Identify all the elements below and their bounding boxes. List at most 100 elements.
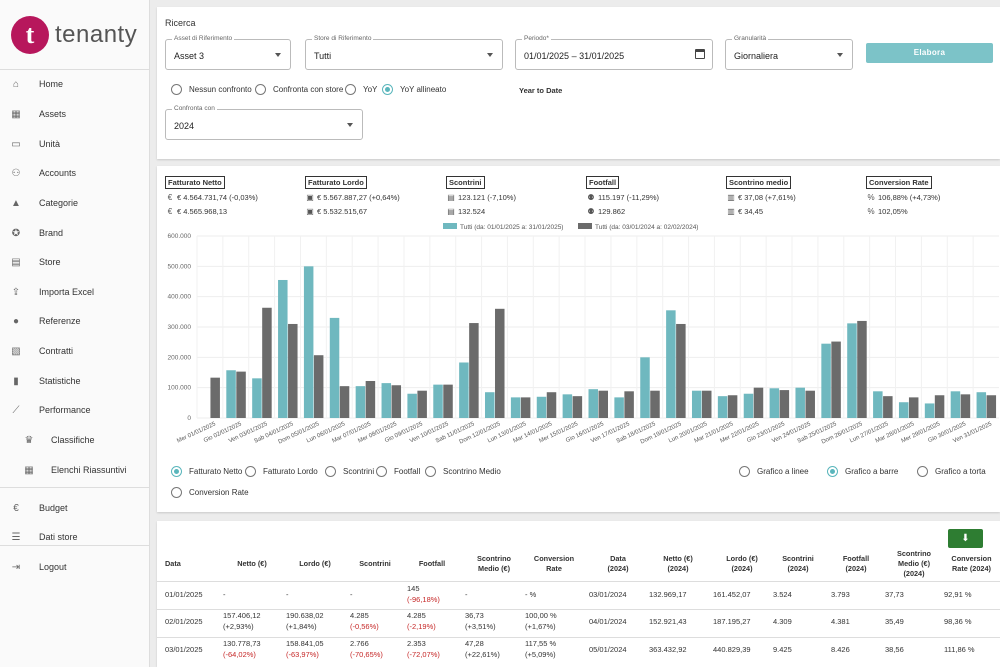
logo-text: tenanty <box>55 21 138 48</box>
building-icon: ▦ <box>11 108 21 120</box>
ytd-label: Year to Date <box>519 86 563 95</box>
download-button[interactable]: ⬇ <box>948 529 983 548</box>
bar-previous <box>650 390 660 418</box>
percent-icon: % <box>867 207 875 216</box>
bar-previous <box>572 396 583 418</box>
percent-icon: % <box>867 193 875 202</box>
bar-chart-icon: ▮ <box>13 375 19 387</box>
accounts-icon: ⚇ <box>11 167 21 179</box>
sidebar-item-categorie[interactable]: ▲ Categorie <box>0 192 150 214</box>
sidebar-item-budget[interactable]: € Budget <box>0 497 150 519</box>
chevron-down-icon <box>275 53 281 57</box>
sidebar-item-store[interactable]: ▤ Store <box>0 251 150 273</box>
metric-option-scontrino-medio[interactable]: Scontrino Medio <box>425 466 501 477</box>
cell-delta: (-70,65%) <box>350 650 383 659</box>
chart-type-option-grafico-a-barre[interactable]: Grafico a barre <box>827 466 898 477</box>
column-header[interactable]: Lordo (€) <box>299 559 331 568</box>
elabora-button[interactable]: Elabora <box>866 43 993 63</box>
column-header[interactable]: Scontrino Medio (€) (2024) <box>896 549 932 578</box>
row-divider <box>157 609 1000 610</box>
cell-value: 187.195,27 <box>713 617 751 626</box>
cell-value: 4.285 <box>350 611 369 620</box>
sidebar-item-classifiche[interactable]: ♛ Classifiche <box>0 429 150 451</box>
cell-value: 2.766 <box>350 639 369 648</box>
radio-label: Grafico a linee <box>757 467 809 476</box>
legend-label[interactable]: Tutti (da: 03/01/2024 a: 02/02/2024) <box>595 224 698 231</box>
table-cell: - <box>223 589 281 600</box>
table-cell: 03/01/2024 <box>589 589 647 600</box>
table-cell: 2.766 (-70,65%) <box>350 638 400 660</box>
compare-option-nessun-confronto[interactable]: Nessun confronto <box>171 84 252 95</box>
compare-option-confronta-con-store[interactable]: Confronta con store <box>255 84 343 95</box>
table-cell: 04/01/2024 <box>589 616 647 627</box>
brand-icon: ✪ <box>11 227 21 239</box>
compare-option-yoy-allineato[interactable]: YoY allineato <box>382 84 446 95</box>
column-header[interactable]: Scontrini (2024) <box>782 554 814 573</box>
column-header[interactable]: Footfall (2024) <box>842 554 870 573</box>
chart-type-option-grafico-a-linee[interactable]: Grafico a linee <box>739 466 809 477</box>
column-header[interactable]: Lordo (€) (2024) <box>726 554 758 573</box>
sidebar-item-accounts[interactable]: ⚇ Accounts <box>0 162 150 184</box>
asset-select[interactable]: Asset di Riferimento Asset 3 <box>165 35 291 70</box>
column-header[interactable]: Data <box>165 559 181 568</box>
sidebar-item-contratti[interactable]: ▧ Contratti <box>0 340 150 362</box>
y-tick-label: 600.000 <box>168 233 192 240</box>
sidebar-item-logout[interactable]: ⇥ Logout <box>0 556 150 578</box>
compare-with-select[interactable]: Confronta con 2024 <box>165 105 363 140</box>
table-cell: 161.452,07 <box>713 589 771 600</box>
bar-current <box>924 403 935 418</box>
cell-value: 117,55 % <box>525 639 557 648</box>
compare-option-yoy[interactable]: YoY <box>345 84 377 95</box>
bar-previous <box>443 384 453 418</box>
table-cell: 145 (-96,18%) <box>407 583 457 605</box>
store-select[interactable]: Store di Riferimento Tutti <box>305 35 503 70</box>
column-header[interactable]: Conversion Rate <box>533 554 575 573</box>
metric-option-fatturato-lordo[interactable]: Fatturato Lordo <box>245 466 318 477</box>
legend-swatch <box>443 223 457 229</box>
table-cell: 187.195,27 <box>713 616 771 627</box>
column-header[interactable]: Footfall <box>418 559 446 568</box>
column-header[interactable]: Netto (€) <box>237 559 267 568</box>
sidebar-item-label: Assets <box>39 109 67 119</box>
legend-swatch <box>578 223 592 229</box>
cell-value: 04/01/2024 <box>589 617 627 626</box>
period-field[interactable]: Periodo* 01/01/2025 – 31/01/2025 <box>515 35 713 70</box>
sidebar-item-unit-[interactable]: ▭ Unità <box>0 133 150 155</box>
sidebar-item-brand[interactable]: ✪ Brand <box>0 222 150 244</box>
radio-icon <box>425 466 436 477</box>
metric-option-footfall[interactable]: Footfall <box>376 466 420 477</box>
radio-label: Fatturato Netto <box>189 467 243 476</box>
table-cell: 01/01/2025 <box>165 589 215 600</box>
cell-delta: (+2,93%) <box>223 622 254 631</box>
sidebar-item-performance[interactable]: ⟋ Performance <box>0 399 150 421</box>
kpi-previous-value: 132.524 <box>458 207 486 216</box>
granularity-select[interactable]: Granularità Giornaliera <box>725 35 853 70</box>
sidebar-item-referenze[interactable]: ● Referenze <box>0 310 150 332</box>
search-panel: Ricerca Asset di Riferimento Asset 3 Sto… <box>157 7 1000 159</box>
bar-previous <box>701 390 712 418</box>
column-header[interactable]: Scontrino Medio (€) <box>476 554 512 573</box>
column-header[interactable]: Conversion Rate (2024) <box>951 554 992 573</box>
sidebar-item-statistiche[interactable]: ▮ Statistiche <box>0 370 150 392</box>
bar-current <box>278 279 288 418</box>
sidebar-item-elenchi-riassuntivi[interactable]: ▦ Elenchi Riassuntivi <box>0 459 150 481</box>
sidebar-item-assets[interactable]: ▦ Assets <box>0 103 150 125</box>
chart-type-option-grafico-a-torta[interactable]: Grafico a torta <box>917 466 986 477</box>
metric-option-fatturato-netto[interactable]: Fatturato Netto <box>171 466 242 477</box>
sidebar-item-home[interactable]: ⌂ Home <box>0 73 150 95</box>
calendar-icon[interactable] <box>695 49 705 59</box>
kpi-current-value: € 37,08 (+7,61%) <box>738 193 796 202</box>
granularity-label: Granularità <box>732 35 769 42</box>
table-cell: 3.793 <box>831 589 881 600</box>
radio-icon <box>345 84 356 95</box>
tenanty-logo[interactable]: t tenanty <box>11 15 137 55</box>
column-header[interactable]: Data (2024) <box>607 554 629 573</box>
metric-option-conversion-rate[interactable]: Conversion Rate <box>171 487 249 498</box>
column-header[interactable]: Scontrini <box>359 559 391 568</box>
upload-icon: ⇪ <box>11 286 21 298</box>
column-header[interactable]: Netto (€) (2024) <box>663 554 693 573</box>
sidebar-item-dati-store[interactable]: ☰ Dati store <box>0 526 150 548</box>
legend-label[interactable]: Tutti (da: 01/01/2025 a: 31/01/2025) <box>460 224 563 231</box>
metric-option-scontrini[interactable]: Scontrini <box>325 466 374 477</box>
sidebar-item-importa-excel[interactable]: ⇪ Importa Excel <box>0 281 150 303</box>
